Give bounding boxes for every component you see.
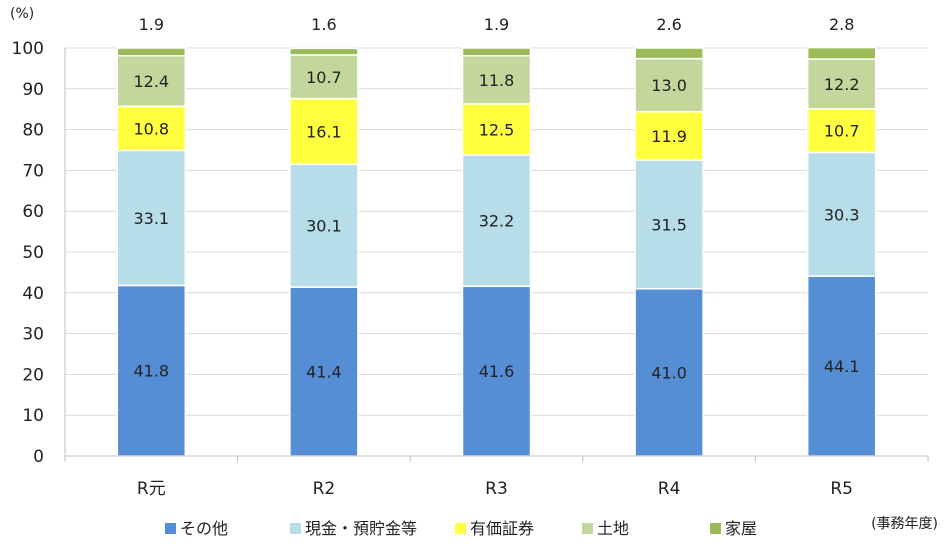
y-tick-label: 100 — [12, 39, 44, 59]
data-label: 11.9 — [651, 127, 687, 146]
data-label: 41.0 — [651, 363, 687, 382]
data-label: 44.1 — [824, 357, 860, 376]
data-label: 32.2 — [479, 212, 515, 231]
bar-segment — [634, 57, 704, 113]
bar-segment — [116, 149, 187, 287]
y-tick-label: 0 — [33, 447, 44, 467]
y-tick-label: 80 — [22, 121, 44, 141]
legend-swatch — [582, 523, 593, 534]
legend-swatch — [290, 523, 301, 534]
y-tick-label: 10 — [22, 406, 44, 426]
data-label: 30.1 — [306, 217, 342, 236]
data-label: 41.6 — [479, 362, 515, 381]
bar-segment — [289, 163, 359, 288]
bar-segment — [634, 47, 704, 60]
x-tick-label: R3 — [485, 479, 508, 499]
bar-segment — [461, 47, 532, 57]
data-label: 30.3 — [824, 205, 860, 224]
x-axis-label: (事務年度) — [871, 516, 938, 532]
data-label: 12.5 — [479, 120, 515, 139]
legend-label: 土地 — [597, 519, 629, 538]
y-tick-label: 20 — [22, 365, 44, 385]
legend-label: 現金・預貯金等 — [305, 519, 417, 538]
bar-segment — [634, 110, 704, 161]
y-tick-label: 90 — [22, 80, 44, 100]
x-tick-label: R元 — [137, 479, 166, 499]
bar-segment — [289, 97, 359, 166]
data-label: 10.7 — [306, 68, 342, 87]
y-tick-label: 40 — [22, 284, 44, 304]
legend-label: その他 — [180, 519, 228, 538]
bar-segment — [806, 275, 877, 457]
x-tick-label: R2 — [313, 479, 336, 499]
data-label: 16.1 — [306, 122, 342, 141]
bar-segment — [116, 105, 187, 152]
bar-segment — [289, 286, 359, 457]
data-label: 41.4 — [306, 363, 342, 382]
data-label: 12.4 — [133, 72, 169, 91]
data-label: 1.9 — [484, 15, 509, 34]
legend-label: 家屋 — [725, 519, 757, 538]
bars — [116, 46, 877, 457]
y-tick-label: 50 — [22, 243, 44, 263]
legend-label: 有価証券 — [470, 519, 534, 538]
legend-swatch — [710, 523, 721, 534]
bar-segment — [806, 46, 877, 60]
axes: 0 10 20 30 40 50 60 70 80 90 100 R元 R2 R3 R4 R5 — [12, 39, 929, 499]
legend-swatch — [455, 523, 466, 534]
y-tick-label: 70 — [22, 161, 44, 181]
data-labels: 41.8 33.1 10.8 12.4 1.9 41.4 30.1 16.1 10.7 1.6 41… — [133, 15, 859, 382]
bar-segment — [116, 47, 187, 57]
bar-segment — [461, 285, 532, 457]
data-label: 12.2 — [824, 75, 860, 94]
bar-segment — [634, 159, 704, 290]
data-label: 10.7 — [824, 122, 860, 141]
data-label: 1.9 — [139, 15, 164, 34]
data-label: 41.8 — [133, 362, 169, 381]
data-label: 13.0 — [651, 76, 687, 95]
bar-segment — [806, 108, 877, 154]
y-unit-label: (%) — [10, 6, 34, 22]
bar-segment — [806, 151, 877, 277]
bar-segment — [289, 47, 359, 56]
bar-segment — [461, 103, 532, 156]
bar-segment — [634, 287, 704, 457]
legend-swatch — [165, 523, 176, 534]
data-label: 33.1 — [133, 209, 169, 228]
data-label: 2.6 — [656, 15, 681, 34]
data-label: 1.6 — [311, 15, 336, 34]
x-tick-label: R4 — [658, 479, 681, 499]
legend: その他 現金・預貯金等 有価証券 土地 家屋 — [165, 519, 757, 538]
data-label: 2.8 — [829, 15, 854, 34]
bar-segment — [116, 55, 187, 108]
y-tick-label: 60 — [22, 202, 44, 222]
data-label: 31.5 — [651, 215, 687, 234]
y-tick-label: 30 — [22, 325, 44, 345]
data-label: 11.8 — [479, 71, 515, 90]
data-label: 10.8 — [133, 119, 169, 138]
x-tick-label: R5 — [830, 479, 853, 499]
